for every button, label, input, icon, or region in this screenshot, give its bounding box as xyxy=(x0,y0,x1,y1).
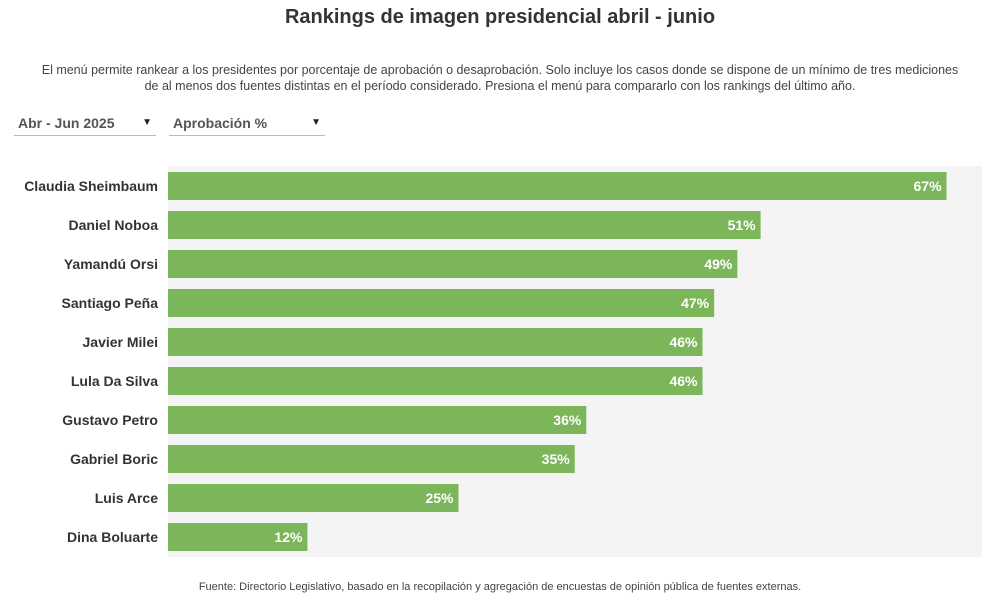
category-label: Daniel Noboa xyxy=(69,217,159,233)
category-label: Santiago Peña xyxy=(62,295,159,311)
value-label: 46% xyxy=(669,373,698,389)
value-label: 35% xyxy=(542,451,571,467)
value-label: 36% xyxy=(553,412,582,428)
chart-title: Rankings de imagen presidencial abril - … xyxy=(284,6,716,28)
bar-1[interactable] xyxy=(168,211,761,239)
bar-5[interactable] xyxy=(168,367,703,395)
category-label: Luis Arce xyxy=(95,490,158,506)
bar-2[interactable] xyxy=(168,250,738,278)
value-label: 47% xyxy=(681,295,710,311)
chart-subtitle: El menú permite rankear a los presidente… xyxy=(41,63,959,93)
period-dropdown[interactable]: Abr - Jun 2025 ▼ xyxy=(14,110,156,136)
category-label: Dina Boluarte xyxy=(67,529,158,545)
bar-4[interactable] xyxy=(168,328,703,356)
value-label: 67% xyxy=(914,178,943,194)
metric-dropdown[interactable]: Aprobación % ▼ xyxy=(169,110,325,136)
bar-3[interactable] xyxy=(168,289,715,317)
bar-6[interactable] xyxy=(168,406,587,434)
value-label: 12% xyxy=(274,529,303,545)
period-dropdown-value: Abr - Jun 2025 xyxy=(18,114,115,131)
bar-8[interactable] xyxy=(168,484,459,512)
value-label: 51% xyxy=(728,217,757,233)
source-note: Fuente: Directorio Legislativo, basado e… xyxy=(198,581,802,593)
category-label: Yamandú Orsi xyxy=(64,256,158,272)
caret-down-icon: ▼ xyxy=(311,117,321,128)
metric-dropdown-value: Aprobación % xyxy=(173,114,268,131)
bar-9[interactable] xyxy=(168,523,308,551)
category-label: Claudia Sheimbaum xyxy=(24,178,158,194)
value-label: 46% xyxy=(669,334,698,350)
value-label: 49% xyxy=(704,256,733,272)
caret-down-icon: ▼ xyxy=(142,117,152,128)
value-label: 25% xyxy=(425,490,454,506)
category-label: Lula Da Silva xyxy=(71,373,158,389)
bar-0[interactable] xyxy=(168,172,947,200)
bar-7[interactable] xyxy=(168,445,575,473)
category-label: Gabriel Boric xyxy=(70,451,158,467)
category-label: Javier Milei xyxy=(83,334,159,350)
category-label: Gustavo Petro xyxy=(62,412,158,428)
